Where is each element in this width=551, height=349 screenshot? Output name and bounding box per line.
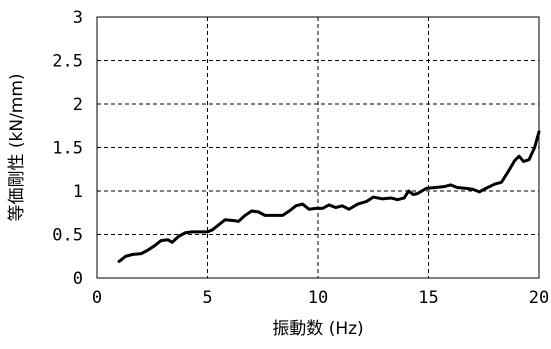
grid-lines	[97, 17, 539, 278]
y-tick-label: 2.5	[52, 52, 83, 72]
y-tick-label: 1.5	[52, 139, 83, 159]
y-tick-label: 0.5	[52, 226, 83, 246]
series-line	[117, 130, 541, 263]
y-tick-label: 0	[73, 269, 83, 289]
y-axis-title: 等価剛性 (kN/mm)	[7, 73, 27, 221]
x-axis-title: 振動数 (Hz)	[272, 319, 363, 339]
series-layer	[117, 130, 541, 263]
y-tick-label: 1	[73, 182, 83, 202]
x-tick-label: 15	[418, 288, 438, 308]
x-tick-label: 5	[202, 288, 212, 308]
plot-area-frame	[96, 16, 540, 279]
y-tick-label: 3	[73, 8, 83, 28]
x-tick-label: 20	[529, 288, 549, 308]
x-tick-label: 0	[92, 288, 102, 308]
x-tick-label: 10	[308, 288, 328, 308]
axis-tick-labels: 0 5 10 15 20 0 0.5 1 1.5 2 2.5 3	[52, 8, 549, 308]
y-tick-label: 2	[73, 95, 83, 115]
